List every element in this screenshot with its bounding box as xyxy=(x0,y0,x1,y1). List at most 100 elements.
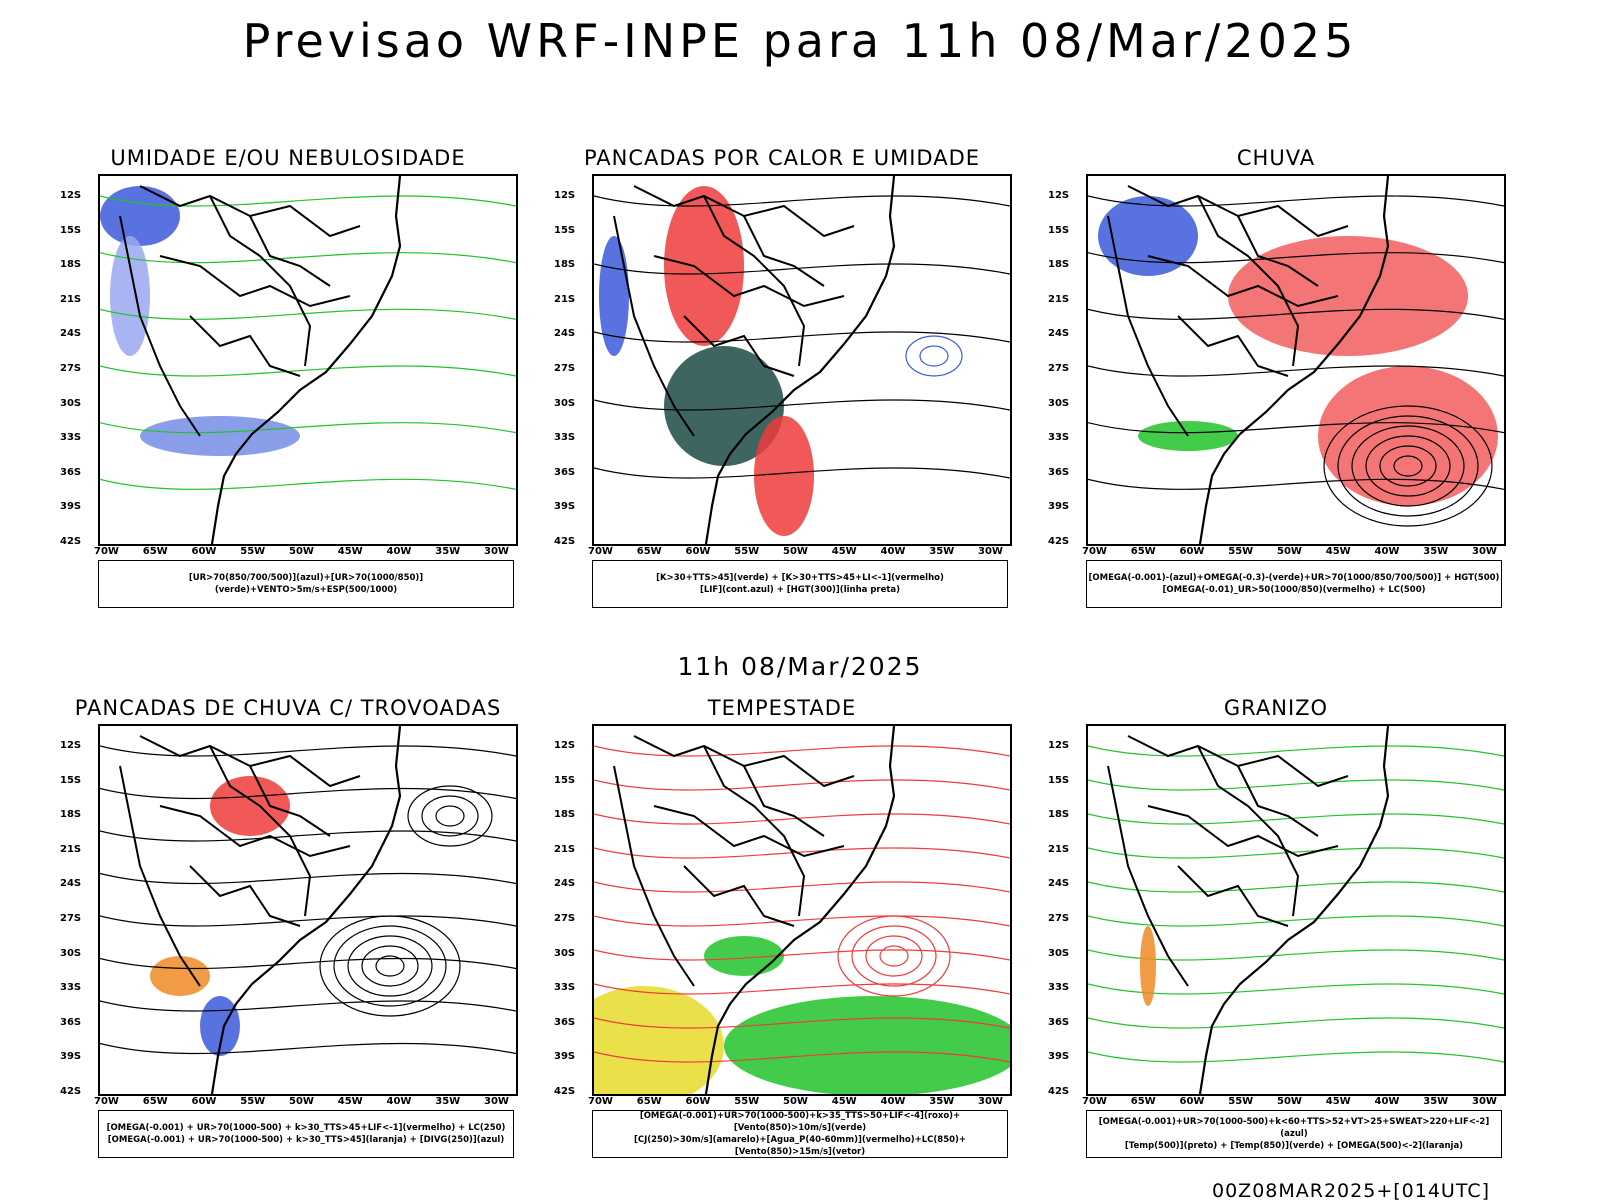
lat-tick-label: 18S xyxy=(554,809,576,821)
lon-tick-label: 40W xyxy=(880,1096,906,1107)
panel-title: UMIDADE E/OU NEBULOSIDADE xyxy=(110,146,466,170)
lon-tick-label: 45W xyxy=(831,1096,857,1107)
lon-tick-label: 35W xyxy=(1423,1096,1449,1107)
lat-tick-label: 30S xyxy=(554,397,576,409)
legend-line: [OMEGA(-0.001)-(azul)+OMEGA(-0.3)-(verde… xyxy=(1088,573,1500,583)
lat-tick-label: 27S xyxy=(60,913,82,924)
lat-tick-label: 27S xyxy=(554,913,576,924)
lon-tick-label: 55W xyxy=(1228,1096,1254,1107)
lon-tick-label: 50W xyxy=(1277,546,1302,557)
lon-tick-label: 55W xyxy=(240,546,266,557)
lon-tick-label: 45W xyxy=(1325,1096,1351,1107)
legend-line: [LIF](cont.azul) + [HGT(300)](linha pret… xyxy=(699,585,901,595)
panel-title: GRANIZO xyxy=(1223,696,1329,720)
lat-tick-label: 36S xyxy=(554,466,576,478)
lat-tick-label: 15S xyxy=(60,224,82,236)
lat-tick-label: 36S xyxy=(1048,466,1070,478)
lat-tick-label: 42S xyxy=(60,1086,82,1097)
lat-tick-label: 15S xyxy=(554,774,576,786)
lon-tick-label: 60W xyxy=(1179,546,1205,557)
lat-tick-label: 33S xyxy=(60,982,82,994)
lat-tick-label: 39S xyxy=(60,1051,82,1063)
lat-tick-label: 12S xyxy=(554,190,576,201)
lon-tick-label: 55W xyxy=(734,1096,760,1107)
lon-tick-label: 35W xyxy=(929,546,955,557)
lon-tick-label: 65W xyxy=(1130,1096,1156,1107)
lon-tick-label: 45W xyxy=(337,546,363,557)
lat-tick-label: 30S xyxy=(1048,397,1070,409)
lon-tick-label: 45W xyxy=(337,1096,363,1107)
lat-tick-label: 39S xyxy=(554,501,576,513)
lon-tick-label: 65W xyxy=(142,1096,168,1107)
lat-tick-label: 36S xyxy=(1048,1016,1070,1028)
legend-pancadas-calor: [K>30+TTS>45](verde) + [K>30+TTS>45+LI<-… xyxy=(592,560,1008,608)
lon-tick-label: 50W xyxy=(783,546,808,557)
lat-tick-label: 42S xyxy=(1048,1086,1070,1097)
legend-umidade: [UR>70(850/700/500)](azul)+[UR>70(1000/8… xyxy=(98,560,514,608)
map-granizo xyxy=(1086,724,1506,1096)
lat-tick-label: 24S xyxy=(1048,878,1070,890)
lat-tick-label: 33S xyxy=(554,432,576,444)
lat-tick-label: 21S xyxy=(60,843,82,855)
lon-tick-label: 65W xyxy=(1130,546,1156,557)
lon-tick-label: 30W xyxy=(1472,546,1497,557)
lat-tick-label: 27S xyxy=(1048,913,1070,924)
lon-tick-label: 70W xyxy=(588,1096,613,1107)
lat-tick-label: 12S xyxy=(1048,740,1070,751)
panel-title: TEMPESTADE xyxy=(707,696,857,720)
lat-tick-label: 15S xyxy=(1048,774,1070,786)
lon-tick-label: 55W xyxy=(240,1096,266,1107)
legend-line: [CJ(250)>30m/s](amarelo)+[Agua_P(40-60mm… xyxy=(633,1135,967,1157)
lon-tick-label: 70W xyxy=(1082,1096,1107,1107)
map-umidade xyxy=(98,174,518,546)
lat-tick-label: 18S xyxy=(60,809,82,821)
lon-tick-label: 70W xyxy=(94,546,119,557)
lat-tick-label: 21S xyxy=(1048,293,1070,305)
lat-tick-label: 33S xyxy=(60,432,82,444)
panel-title: CHUVA xyxy=(1236,146,1316,170)
lon-tick-label: 40W xyxy=(386,546,412,557)
lat-tick-label: 33S xyxy=(1048,982,1070,994)
lat-tick-label: 39S xyxy=(1048,501,1070,513)
lat-tick-label: 27S xyxy=(60,363,82,374)
lat-tick-label: 18S xyxy=(60,259,82,271)
lat-tick-label: 24S xyxy=(554,328,576,340)
lon-tick-label: 40W xyxy=(1374,1096,1400,1107)
lon-tick-label: 70W xyxy=(94,1096,119,1107)
legend-line: [UR>70(850/700/500)](azul)+[UR>70(1000/8… xyxy=(188,573,424,595)
lat-tick-label: 18S xyxy=(1048,259,1070,271)
lon-tick-label: 30W xyxy=(978,546,1003,557)
lat-tick-label: 42S xyxy=(554,1086,576,1097)
lat-tick-label: 21S xyxy=(554,293,576,305)
lon-tick-label: 35W xyxy=(1423,546,1449,557)
panel-umidade: UMIDADE E/OU NEBULOSIDADE [UR>70(850/700… xyxy=(58,146,518,616)
lat-tick-label: 18S xyxy=(1048,809,1070,821)
lon-tick-label: 30W xyxy=(484,546,509,557)
lat-tick-label: 27S xyxy=(554,363,576,374)
map-pancadas-calor xyxy=(592,174,1012,546)
legend-line: [OMEGA(-0.001) + UR>70(1000-500) + k>30_… xyxy=(107,1135,505,1145)
lat-tick-label: 12S xyxy=(554,740,576,751)
lon-tick-label: 60W xyxy=(1179,1096,1205,1107)
lon-tick-label: 40W xyxy=(1374,546,1400,557)
legend-line: [K>30+TTS>45](verde) + [K>30+TTS>45+LI<-… xyxy=(656,573,944,583)
lat-tick-label: 24S xyxy=(554,878,576,890)
lon-tick-label: 50W xyxy=(289,1096,314,1107)
lat-tick-label: 36S xyxy=(60,1016,82,1028)
lat-tick-label: 18S xyxy=(554,259,576,271)
lon-tick-label: 35W xyxy=(929,1096,955,1107)
lon-tick-label: 55W xyxy=(1228,546,1254,557)
map-chuva xyxy=(1086,174,1506,546)
panel-pancadas-calor: PANCADAS POR CALOR E UMIDADE [K>30+TTS>4… xyxy=(552,146,1012,616)
lon-tick-label: 60W xyxy=(685,546,711,557)
legend-line: [Temp(500)](preto) + [Temp(850)](verde) … xyxy=(1124,1141,1464,1151)
lon-tick-label: 70W xyxy=(588,546,613,557)
lat-tick-label: 39S xyxy=(554,1051,576,1063)
lat-tick-label: 15S xyxy=(1048,224,1070,236)
lon-tick-label: 70W xyxy=(1082,546,1107,557)
lat-tick-label: 24S xyxy=(1048,328,1070,340)
lat-tick-label: 12S xyxy=(60,740,82,751)
lat-tick-label: 33S xyxy=(554,982,576,994)
lon-tick-label: 50W xyxy=(783,1096,808,1107)
map-trovoadas xyxy=(98,724,518,1096)
